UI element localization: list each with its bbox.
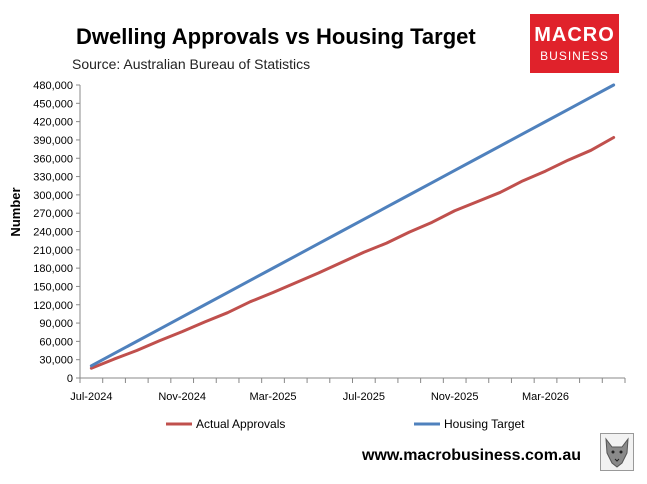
y-axis-label-group: Number <box>8 187 23 236</box>
wolf-icon <box>600 433 634 471</box>
website-url[interactable]: www.macrobusiness.com.au <box>362 447 582 464</box>
y-tick-label: 330,000 <box>33 172 73 184</box>
y-tick-label: 480,000 <box>33 80 73 92</box>
logo-line1: MACRO <box>534 24 615 46</box>
y-tick-label: 120,000 <box>33 300 73 312</box>
series-line-actual-approvals <box>89 136 616 370</box>
y-tick-label: 90,000 <box>39 318 73 330</box>
x-tick-label: Nov-2024 <box>158 391 206 403</box>
x-tick-label: Mar-2025 <box>249 391 296 403</box>
legend-label-actual-approvals: Actual Approvals <box>196 417 285 431</box>
y-tick-label: 210,000 <box>33 245 73 257</box>
y-tick-label: 180,000 <box>33 263 73 275</box>
line-chart: Number 0 30,000 60,000 90,000 120,000 150,000… <box>8 80 626 431</box>
y-tick-label: 420,000 <box>33 117 73 129</box>
x-tick-label: Jul-2025 <box>343 391 385 403</box>
chart-title: Dwelling Approvals vs Housing Target <box>76 24 476 49</box>
chart-legend: Actual Approvals Housing Target <box>166 417 525 431</box>
y-tick-label: 300,000 <box>33 190 73 202</box>
series-line-housing-target <box>89 83 616 368</box>
x-tick-label: Mar-2026 <box>522 391 569 403</box>
y-tick-label: 360,000 <box>33 153 73 165</box>
logo-line2: BUSINESS <box>540 49 609 63</box>
macrobusiness-logo: MACRO BUSINESS <box>530 14 619 73</box>
y-tick-label: 30,000 <box>39 355 73 367</box>
y-tick-label: 270,000 <box>33 208 73 220</box>
y-tick-label: 240,000 <box>33 227 73 239</box>
y-tick-label: 150,000 <box>33 281 73 293</box>
y-tick-label: 60,000 <box>39 336 73 348</box>
legend-label-housing-target: Housing Target <box>444 417 525 431</box>
chart-series <box>89 83 616 370</box>
x-tick-label: Nov-2025 <box>431 391 479 403</box>
chart-subtitle: Source: Australian Bureau of Statistics <box>72 56 311 72</box>
chart-axes: 0 30,000 60,000 90,000 120,000 150,000 180,000… <box>33 80 626 403</box>
y-tick-label: 390,000 <box>33 135 73 147</box>
y-tick-label: 450,000 <box>33 98 73 110</box>
y-axis-label: Number <box>8 187 23 236</box>
y-tick-label: 0 <box>67 373 73 385</box>
x-tick-label: Jul-2024 <box>70 391 112 403</box>
